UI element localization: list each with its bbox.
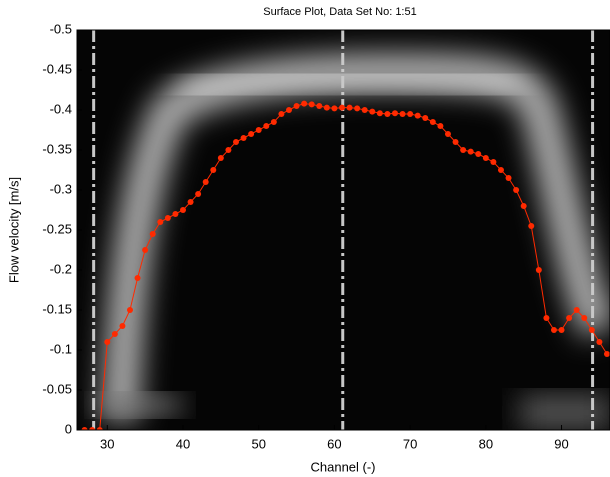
data-point: [331, 105, 338, 112]
data-point: [407, 111, 414, 117]
data-point: [263, 123, 270, 129]
chart-title: Surface Plot, Data Set No: 1:51: [263, 6, 416, 18]
data-point: [149, 231, 156, 237]
data-point: [346, 104, 353, 111]
data-point: [172, 211, 179, 217]
x-tick-label: 70: [403, 436, 417, 451]
data-point: [293, 103, 300, 109]
data-point: [588, 327, 595, 333]
data-point: [566, 315, 573, 321]
data-point: [422, 115, 429, 121]
data-point: [550, 327, 557, 333]
data-point: [187, 199, 194, 205]
data-point: [354, 105, 361, 112]
data-point: [240, 135, 247, 141]
y-tick-label: -0.15: [42, 301, 72, 316]
y-tick-label: -0.35: [42, 141, 72, 156]
data-line: [84, 103, 608, 430]
data-point: [248, 131, 255, 137]
y-tick-label: -0.25: [42, 221, 72, 236]
data-point: [528, 223, 535, 229]
y-tick-label: -0.05: [42, 381, 72, 396]
data-point: [278, 111, 285, 117]
data-point: [111, 331, 118, 337]
data-point: [323, 104, 330, 111]
data-point: [490, 159, 497, 165]
y-axis-label: Flow velocity [m/s]: [6, 177, 21, 283]
data-point: [573, 307, 580, 313]
data-point: [535, 267, 542, 273]
data-point: [126, 307, 133, 313]
x-tick-label: 50: [251, 436, 265, 451]
data-point: [482, 155, 489, 161]
data-point: [195, 191, 202, 197]
data-point: [369, 108, 376, 115]
x-tick-label: 80: [479, 436, 493, 451]
y-tick-label: -0.45: [42, 61, 72, 76]
data-point: [444, 131, 451, 137]
data-point: [520, 203, 527, 209]
data-point: [513, 187, 520, 193]
data-point: [142, 247, 149, 253]
data-point: [558, 327, 565, 333]
data-point: [429, 119, 436, 125]
data-point: [210, 167, 217, 173]
data-point: [301, 100, 308, 107]
data-point: [308, 101, 315, 108]
x-tick-label: 60: [327, 436, 341, 451]
data-point: [338, 104, 345, 111]
data-point: [232, 139, 239, 145]
data-point: [596, 339, 603, 345]
y-tick-label: -0.3: [50, 181, 72, 196]
data-point: [475, 151, 482, 157]
data-point: [361, 107, 368, 113]
data-point: [89, 427, 96, 430]
y-tick-label: 0: [65, 421, 72, 436]
x-tick-label: 30: [100, 436, 114, 451]
data-point: [134, 275, 141, 281]
data-point: [399, 111, 406, 117]
data-point: [316, 103, 323, 109]
data-point: [437, 123, 444, 129]
data-point: [391, 110, 398, 117]
data-point: [81, 427, 88, 430]
y-tick-label: -0.1: [50, 341, 72, 356]
data-point: [414, 112, 421, 119]
data-point: [255, 127, 262, 133]
data-point: [119, 323, 126, 329]
data-point: [285, 107, 292, 113]
data-point: [497, 167, 504, 173]
data-point: [164, 215, 171, 221]
y-tick-label: -0.2: [50, 261, 72, 276]
data-point: [157, 219, 164, 225]
data-point: [467, 148, 474, 155]
data-point: [376, 110, 383, 117]
data-point: [225, 147, 232, 153]
data-point: [581, 315, 588, 321]
data-point: [603, 351, 610, 357]
data-point: [217, 155, 224, 161]
data-point: [202, 179, 209, 185]
data-point: [543, 315, 550, 321]
data-point: [384, 111, 391, 117]
data-point: [96, 427, 103, 430]
x-tick-label: 90: [554, 436, 568, 451]
data-point: [460, 147, 467, 153]
y-tick-label: -0.5: [50, 21, 72, 36]
data-point: [104, 339, 111, 345]
data-point: [505, 175, 512, 181]
y-tick-label: -0.4: [50, 101, 72, 116]
data-point: [270, 119, 277, 125]
x-axis-label: Channel (-): [310, 459, 375, 474]
data-point: [179, 207, 186, 213]
data-point: [452, 139, 459, 145]
x-tick-label: 40: [176, 436, 190, 451]
